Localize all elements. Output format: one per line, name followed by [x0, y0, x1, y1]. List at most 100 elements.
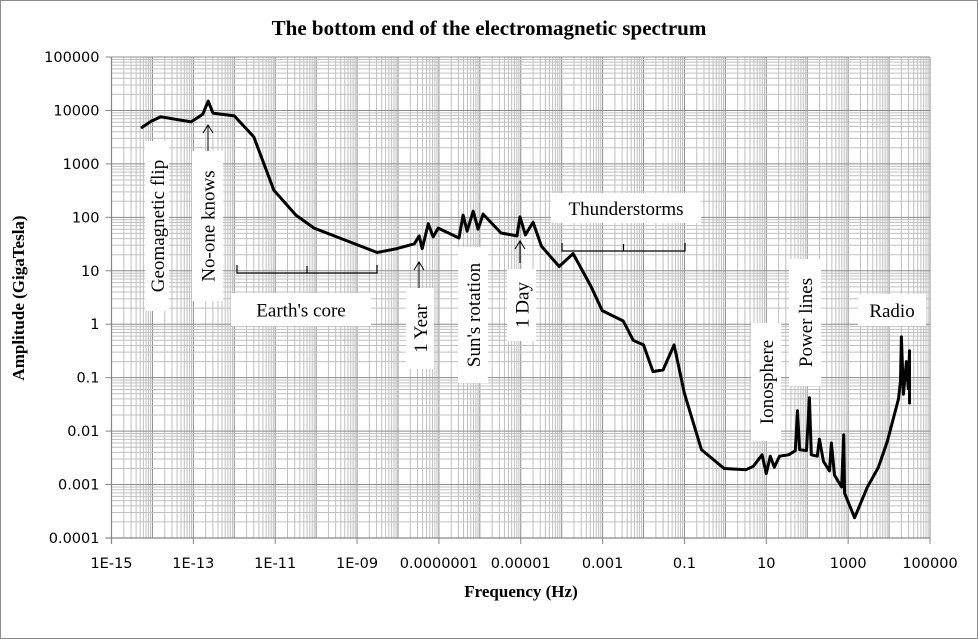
data-point — [233, 115, 235, 117]
data-point — [532, 221, 534, 223]
data-point — [273, 189, 275, 191]
annotation-box — [751, 323, 781, 441]
x-tick-label: 1E-11 — [254, 556, 296, 572]
data-point — [900, 336, 902, 338]
data-point — [683, 392, 685, 394]
data-point — [190, 121, 192, 123]
annotation-box — [406, 288, 434, 369]
y-tick-label: 10 — [81, 264, 99, 280]
data-point — [295, 214, 297, 216]
annotation-label: Ionosphere — [757, 340, 778, 424]
data-point — [140, 127, 142, 129]
data-point — [769, 455, 771, 457]
x-tick-label: 0.001 — [582, 556, 624, 572]
data-point — [841, 486, 843, 488]
data-point — [662, 369, 664, 371]
x-tick-label: 0.1 — [673, 556, 696, 572]
annotations: Geomagnetic flip No-one knows Earth's core… — [145, 124, 926, 441]
data-point — [432, 236, 434, 238]
x-tick-label: 10 — [757, 556, 775, 572]
data-point — [805, 450, 807, 452]
data-point — [558, 266, 560, 268]
data-point — [396, 248, 398, 250]
y-tick-label: 0.1 — [76, 371, 99, 387]
annotation-box — [231, 293, 371, 326]
data-point — [799, 449, 801, 451]
data-point — [376, 251, 378, 253]
series-line — [140, 99, 911, 520]
y-tick-label: 1000 — [63, 157, 100, 173]
annotation-box — [551, 193, 701, 223]
data-point — [899, 380, 901, 382]
data-point — [632, 339, 634, 341]
data-point — [590, 285, 592, 287]
y-tick-label: 100000 — [44, 50, 99, 66]
data-point — [700, 449, 702, 451]
y-tick-label: 1 — [90, 317, 99, 333]
data-point — [765, 473, 767, 475]
annotation-label: Sun's rotation — [464, 262, 485, 367]
x-tick-label: 0.0000001 — [400, 556, 478, 572]
data-point — [745, 469, 747, 471]
data-point — [500, 232, 502, 234]
data-point — [313, 227, 315, 229]
data-point — [462, 214, 464, 216]
data-point — [830, 442, 832, 444]
data-point — [207, 100, 209, 102]
data-point — [810, 454, 812, 456]
data-point — [516, 235, 518, 237]
x-tick-label: 1E-15 — [90, 556, 132, 572]
data-point — [253, 136, 255, 138]
data-point — [572, 253, 574, 255]
data-point — [909, 403, 911, 405]
data-point — [778, 455, 780, 457]
annotation-box — [145, 141, 169, 311]
x-tick-label: 0.00001 — [491, 556, 551, 572]
y-tick-label: 0.001 — [58, 478, 100, 494]
data-point — [797, 410, 799, 412]
data-point — [752, 465, 754, 467]
annotation-bracket — [561, 243, 686, 252]
annotation-label: 1 Day — [513, 282, 534, 328]
axis-ticks: 1E-15 1E-13 1E-11 1E-09 0.0000001 0.00001 0.00… — [44, 50, 958, 572]
data-point — [482, 213, 484, 215]
data-point — [466, 230, 468, 232]
series-layer — [140, 99, 911, 520]
data-point — [788, 454, 790, 456]
data-point — [909, 350, 911, 352]
arrow-head-icon — [202, 124, 214, 134]
y-tick-label: 0.0001 — [49, 531, 100, 547]
x-tick-label: 1E-13 — [172, 556, 214, 572]
annotation-box — [858, 294, 926, 326]
data-point — [834, 474, 836, 476]
data-point — [643, 344, 645, 346]
data-point — [854, 517, 856, 519]
data-point — [823, 461, 825, 463]
annotation-label: No-one knows — [199, 170, 220, 281]
annotation-box — [507, 269, 536, 341]
data-point — [866, 486, 868, 488]
data-point — [418, 235, 420, 237]
data-point — [794, 450, 796, 452]
annotation-label: Power lines — [796, 278, 817, 367]
data-point — [601, 310, 603, 312]
data-point — [898, 398, 900, 400]
data-point — [877, 466, 879, 468]
data-point — [150, 120, 152, 122]
data-point — [524, 234, 526, 236]
data-point — [472, 210, 474, 212]
data-point — [761, 454, 763, 456]
arrow-head-icon — [514, 240, 526, 250]
data-point — [902, 393, 904, 395]
data-point — [816, 455, 818, 457]
y-tick-label: 0.01 — [67, 424, 99, 440]
data-point — [622, 320, 624, 322]
annotation-bracket — [236, 265, 378, 274]
data-point — [519, 216, 521, 218]
data-point — [421, 248, 423, 250]
annotation-label: Radio — [869, 301, 914, 322]
data-point — [844, 492, 846, 494]
x-tick-label: 100000 — [902, 556, 957, 572]
